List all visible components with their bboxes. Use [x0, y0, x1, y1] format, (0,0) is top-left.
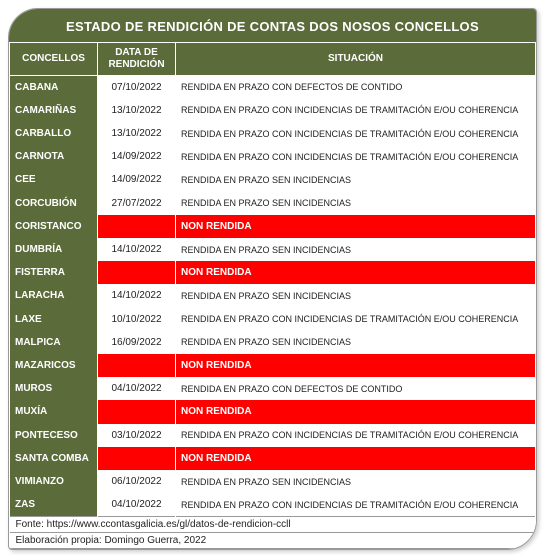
cell-date — [98, 447, 176, 470]
cell-situation: RENDIDA EN PRAZO CON INCIDENCIAS DE TRAM… — [176, 145, 536, 168]
cell-situation: NON RENDIDA — [176, 400, 536, 423]
cell-concello: CEE — [10, 168, 98, 191]
cell-situation: RENDIDA EN PRAZO SEN INCIDENCIAS — [176, 331, 536, 354]
table-row: CORCUBIÓN27/07/2022RENDIDA EN PRAZO SEN … — [10, 192, 536, 215]
cell-concello: DUMBRÍA — [10, 238, 98, 261]
cell-situation: RENDIDA EN PRAZO SEN INCIDENCIAS — [176, 470, 536, 493]
cell-situation: NON RENDIDA — [176, 447, 536, 470]
cell-concello: CORCUBIÓN — [10, 192, 98, 215]
cell-concello: ZAS — [10, 493, 98, 516]
footer-elab: Elaboración propia: Domingo Guerra, 2022 — [10, 533, 536, 549]
cell-situation: NON RENDIDA — [176, 261, 536, 284]
table-row: CORISTANCO NON RENDIDA — [10, 215, 536, 238]
table-row: MUROS04/10/2022RENDIDA EN PRAZO CON DEFE… — [10, 377, 536, 400]
cell-concello: MUXÍA — [10, 400, 98, 423]
cell-situation: RENDIDA EN PRAZO CON INCIDENCIAS DE TRAM… — [176, 122, 536, 145]
table-row: CEE14/09/2022RENDIDA EN PRAZO SEN INCIDE… — [10, 168, 536, 191]
cell-date: 04/10/2022 — [98, 493, 176, 516]
cell-date: 27/07/2022 — [98, 192, 176, 215]
cell-date: 14/10/2022 — [98, 238, 176, 261]
table-row: CABANA07/10/2022RENDIDA EN PRAZO CON DEF… — [10, 76, 536, 99]
cell-situation: RENDIDA EN PRAZO CON DEFECTOS DE CONTIDO — [176, 76, 536, 99]
cell-date: 14/10/2022 — [98, 284, 176, 307]
cell-date: 07/10/2022 — [98, 76, 176, 99]
table-row: MAZARICOS NON RENDIDA — [10, 354, 536, 377]
footer-fonte: Fonte: https://www.ccontasgalicia.es/gl/… — [10, 517, 536, 533]
cell-concello: CAMARIÑAS — [10, 99, 98, 122]
cell-situation: NON RENDIDA — [176, 215, 536, 238]
table-row: ZAS04/10/2022RENDIDA EN PRAZO CON INCIDE… — [10, 493, 536, 516]
cell-situation: RENDIDA EN PRAZO SEN INCIDENCIAS — [176, 192, 536, 215]
cell-date: 16/09/2022 — [98, 331, 176, 354]
cell-concello: SANTA COMBA — [10, 447, 98, 470]
col-header-data: DATA DE RENDICIÓN — [98, 43, 176, 76]
table-row: LAXE10/10/2022RENDIDA EN PRAZO CON INCID… — [10, 308, 536, 331]
table-row: CAMARIÑAS13/10/2022RENDIDA EN PRAZO CON … — [10, 99, 536, 122]
cell-concello: CARNOTA — [10, 145, 98, 168]
cell-situation: RENDIDA EN PRAZO CON DEFECTOS DE CONTIDO — [176, 377, 536, 400]
cell-date: 04/10/2022 — [98, 377, 176, 400]
cell-date: 03/10/2022 — [98, 424, 176, 447]
table-row: VIMIANZO06/10/2022RENDIDA EN PRAZO SEN I… — [10, 470, 536, 493]
table-row: FISTERRA NON RENDIDA — [10, 261, 536, 284]
cell-concello: MUROS — [10, 377, 98, 400]
cell-date: 13/10/2022 — [98, 99, 176, 122]
cell-concello: VIMIANZO — [10, 470, 98, 493]
col-header-situacion: SITUACIÓN — [176, 43, 536, 76]
cell-situation: RENDIDA EN PRAZO SEN INCIDENCIAS — [176, 168, 536, 191]
report-card: ESTADO DE RENDICIÓN DE CONTAS DOS NOSOS … — [8, 8, 537, 550]
cell-situation: RENDIDA EN PRAZO CON INCIDENCIAS DE TRAM… — [176, 308, 536, 331]
cell-situation: RENDIDA EN PRAZO SEN INCIDENCIAS — [176, 238, 536, 261]
table-row: CARNOTA14/09/2022RENDIDA EN PRAZO CON IN… — [10, 145, 536, 168]
cell-concello: MAZARICOS — [10, 354, 98, 377]
cell-concello: CORISTANCO — [10, 215, 98, 238]
cell-concello: CABANA — [10, 76, 98, 99]
cell-date — [98, 400, 176, 423]
cell-situation: NON RENDIDA — [176, 354, 536, 377]
cell-concello: LAXE — [10, 308, 98, 331]
cell-date: 10/10/2022 — [98, 308, 176, 331]
cell-situation: RENDIDA EN PRAZO CON INCIDENCIAS DE TRAM… — [176, 99, 536, 122]
cell-concello: LARACHA — [10, 284, 98, 307]
cell-situation: RENDIDA EN PRAZO CON INCIDENCIAS DE TRAM… — [176, 424, 536, 447]
table-row: CARBALLO13/10/2022RENDIDA EN PRAZO CON I… — [10, 122, 536, 145]
cell-date: 06/10/2022 — [98, 470, 176, 493]
table-row: MALPICA16/09/2022RENDIDA EN PRAZO SEN IN… — [10, 331, 536, 354]
cell-date: 14/09/2022 — [98, 168, 176, 191]
table-row: MUXÍA NON RENDIDA — [10, 400, 536, 423]
col-header-concellos: CONCELLOS — [10, 43, 98, 76]
cell-date — [98, 261, 176, 284]
table-row: PONTECESO03/10/2022RENDIDA EN PRAZO CON … — [10, 424, 536, 447]
accounts-table: CONCELLOS DATA DE RENDICIÓN SITUACIÓN CA… — [9, 42, 536, 549]
cell-situation: RENDIDA EN PRAZO CON INCIDENCIAS DE TRAM… — [176, 493, 536, 516]
cell-situation: RENDIDA EN PRAZO SEN INCIDENCIAS — [176, 284, 536, 307]
cell-concello: PONTECESO — [10, 424, 98, 447]
cell-concello: FISTERRA — [10, 261, 98, 284]
cell-date — [98, 215, 176, 238]
cell-date: 14/09/2022 — [98, 145, 176, 168]
cell-concello: MALPICA — [10, 331, 98, 354]
table-row: SANTA COMBA NON RENDIDA — [10, 447, 536, 470]
cell-concello: CARBALLO — [10, 122, 98, 145]
report-title: ESTADO DE RENDICIÓN DE CONTAS DOS NOSOS … — [9, 9, 536, 42]
table-row: LARACHA14/10/2022RENDIDA EN PRAZO SEN IN… — [10, 284, 536, 307]
cell-date — [98, 354, 176, 377]
cell-date: 13/10/2022 — [98, 122, 176, 145]
table-row: DUMBRÍA14/10/2022RENDIDA EN PRAZO SEN IN… — [10, 238, 536, 261]
